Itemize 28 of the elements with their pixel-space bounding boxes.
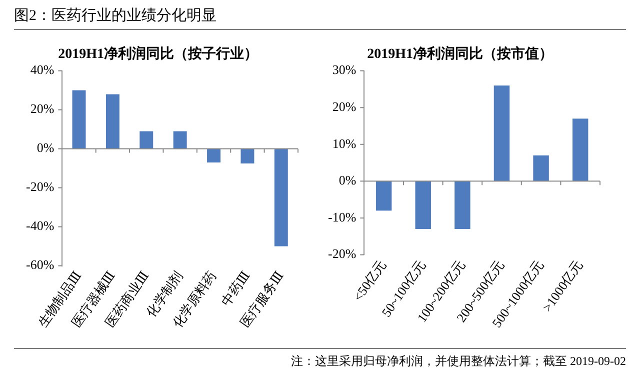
bar	[173, 131, 187, 149]
chart-title: 2019H1净利润同比（按市值）	[367, 45, 553, 62]
y-tick-label: 0%	[338, 172, 356, 188]
bar	[240, 148, 254, 164]
y-tick-label: 0%	[36, 140, 54, 156]
bar	[533, 155, 549, 182]
caption: 图2：医药行业的业绩分化明显	[14, 8, 216, 24]
y-tick-label: 40%	[30, 62, 54, 78]
y-tick-label: 20%	[332, 99, 356, 114]
text: 注：这里采用归母净利润，并使用整体法计算；截至 2019-09-02	[291, 354, 626, 368]
bar	[72, 90, 86, 149]
bar	[454, 181, 470, 229]
y-tick-label: -10%	[328, 209, 356, 224]
bar	[207, 148, 221, 162]
y-tick-label: -40%	[26, 218, 54, 234]
bar	[376, 181, 392, 211]
bar	[106, 94, 120, 149]
bar	[274, 148, 288, 246]
y-tick-label: -20%	[26, 179, 54, 194]
chart-title: 2019H1净利润同比（按子行业）	[58, 45, 258, 62]
y-tick-label: 10%	[332, 136, 356, 151]
y-tick-label: 20%	[30, 101, 54, 116]
y-tick-label: 30%	[332, 62, 356, 78]
bar	[415, 181, 431, 229]
y-tick-label: -60%	[26, 257, 54, 272]
bar	[494, 86, 510, 182]
bar	[572, 118, 588, 182]
bar	[140, 131, 154, 149]
